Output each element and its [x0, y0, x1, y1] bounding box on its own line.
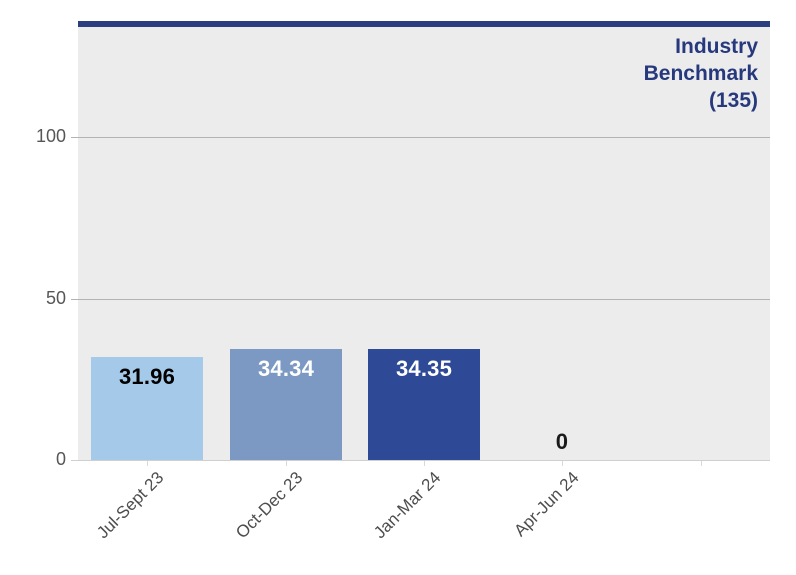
bar-value-label: 34.34 [257, 356, 315, 381]
x-axis-line [71, 460, 770, 461]
x-axis-tick [562, 461, 563, 466]
benchmark-line [78, 20, 770, 27]
gridline [71, 299, 770, 300]
x-axis-tick [147, 461, 148, 466]
bar-value-label: 0 [555, 429, 569, 454]
x-axis-tick-label: Oct-Dec 23 [232, 468, 307, 543]
gridline [71, 137, 770, 138]
y-axis-tick-label: 100 [35, 126, 66, 146]
x-axis-tick-label: Jul-Sept 23 [93, 468, 168, 543]
y-axis-tick-label: 50 [45, 288, 66, 308]
bar-value-label: 31.96 [118, 364, 176, 389]
x-axis-tick-label: Apr-Jun 24 [510, 468, 583, 541]
x-axis-tick [286, 461, 287, 466]
bar [368, 349, 480, 460]
bar [230, 349, 342, 460]
bar-value-label: 34.35 [395, 356, 453, 381]
x-axis-tick [701, 461, 702, 466]
bar [91, 357, 203, 460]
x-axis-tick [424, 461, 425, 466]
x-axis-tick-label: Jan-Mar 24 [370, 468, 445, 543]
y-axis-tick-label: 0 [55, 449, 66, 469]
benchmark-label: Industry Benchmark (135) [643, 35, 758, 112]
